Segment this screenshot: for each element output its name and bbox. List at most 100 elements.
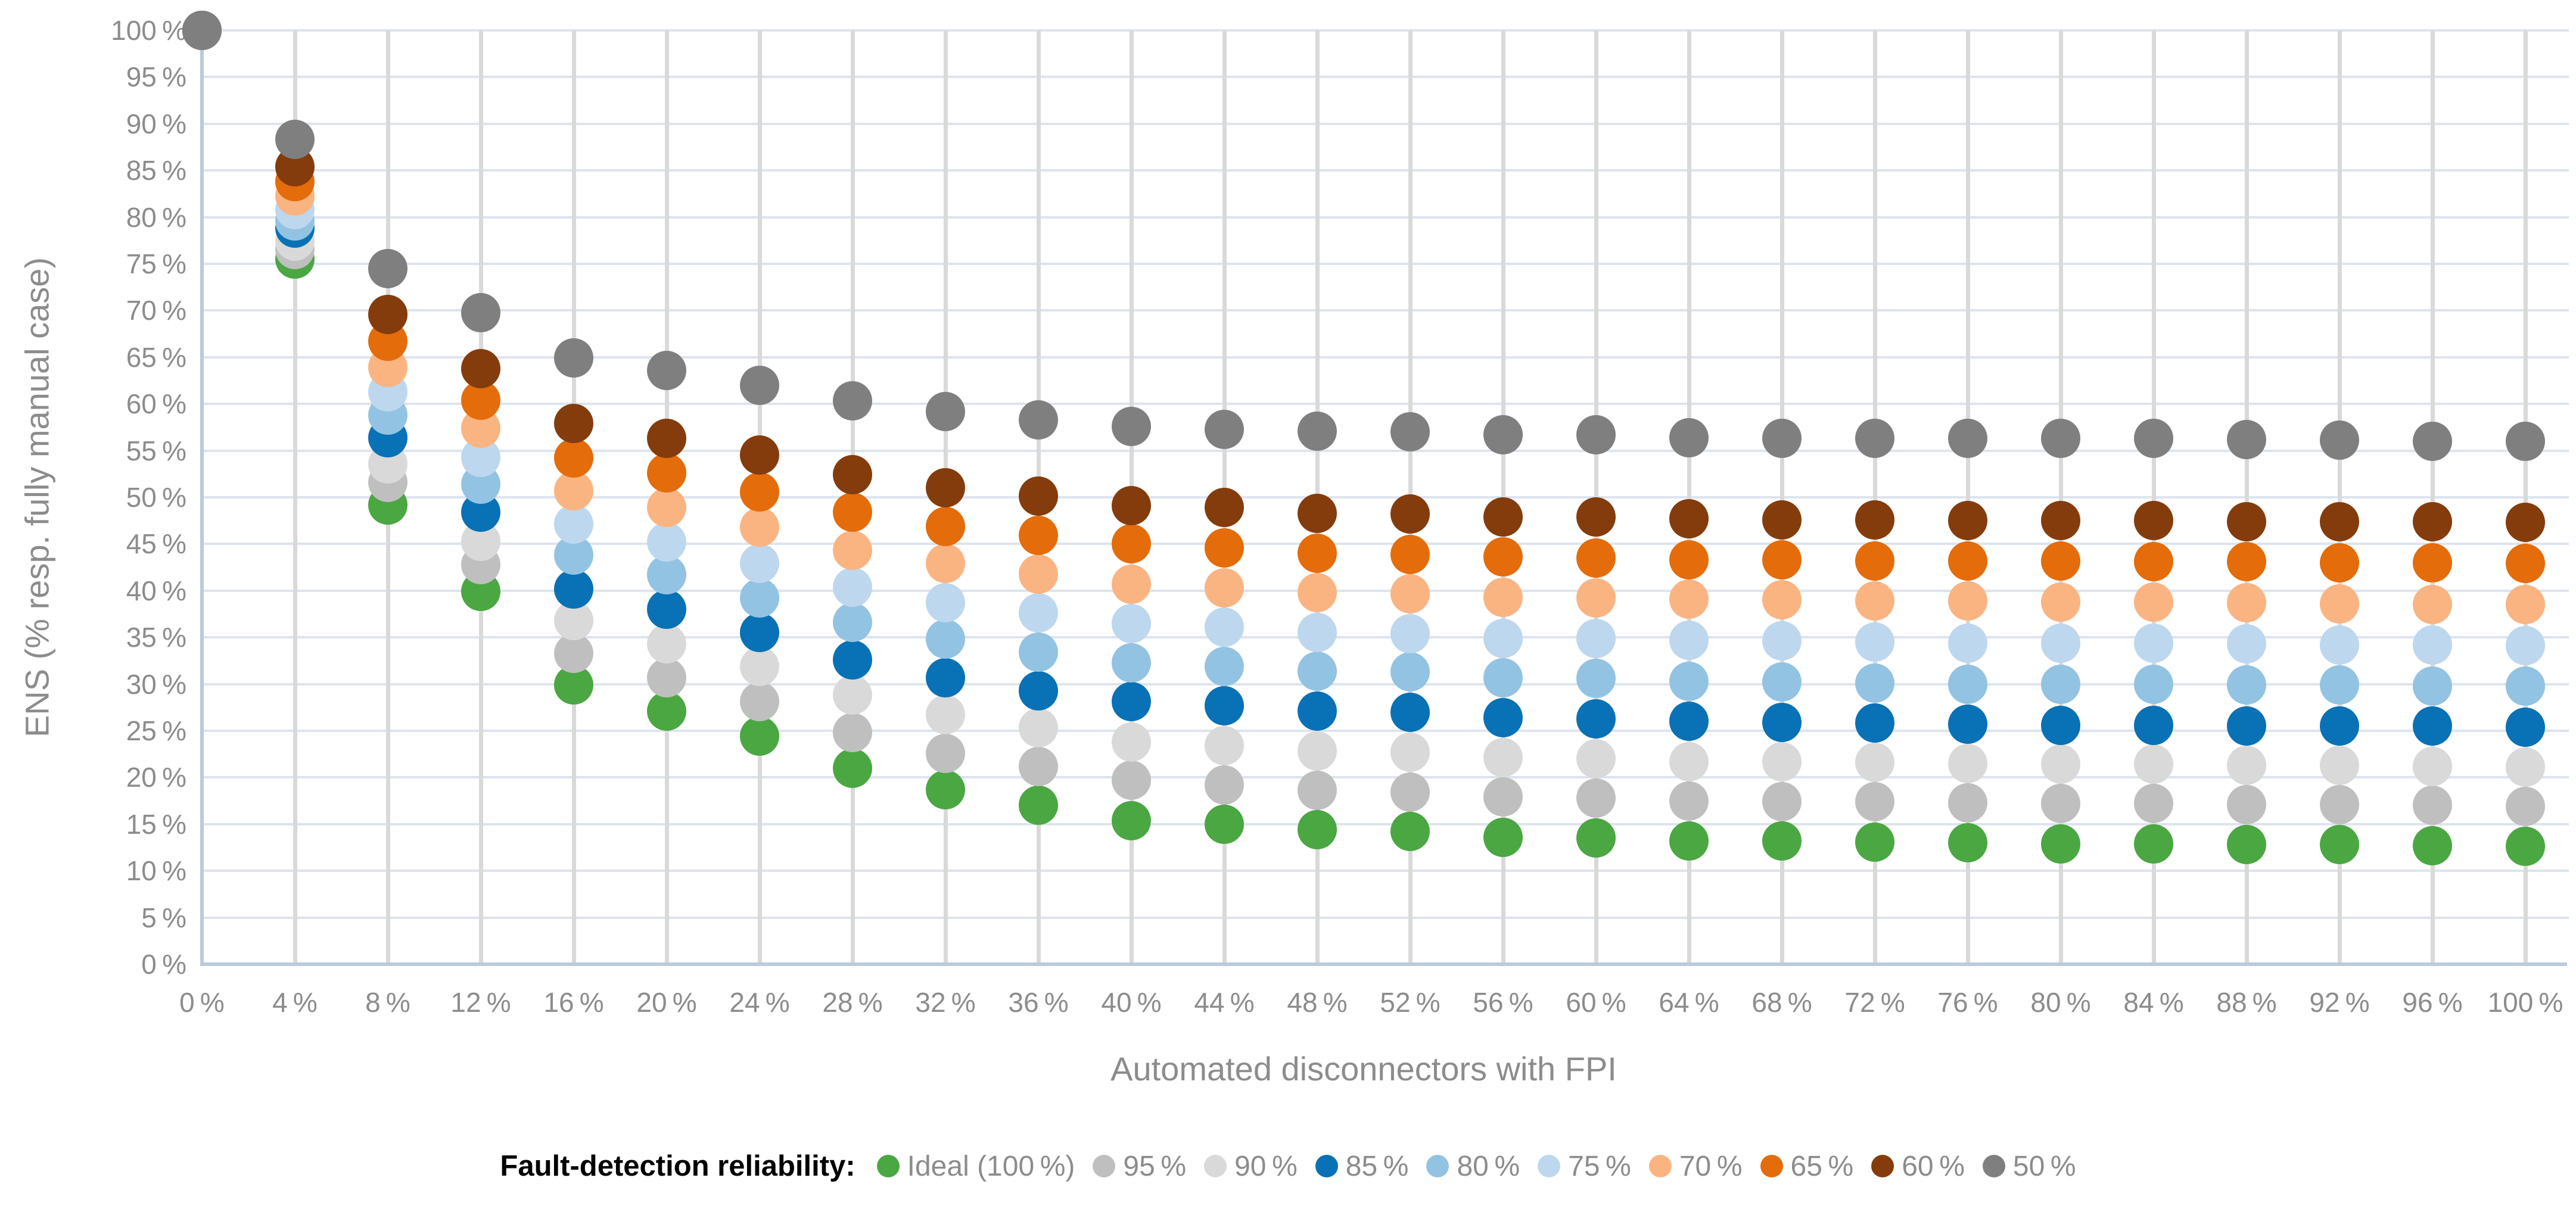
data-point (2041, 541, 2080, 581)
data-point (1390, 494, 1430, 534)
data-point (2506, 503, 2545, 543)
data-point (1205, 804, 1244, 844)
data-point (1576, 578, 1616, 618)
legend-item-label: 60 % (1902, 1150, 1965, 1182)
data-point (2506, 626, 2545, 666)
data-point (1762, 500, 1802, 540)
x-axis-tick-label: 76 % (1937, 987, 1998, 1018)
legend-marker-icon (1315, 1155, 1338, 1177)
data-point (1019, 593, 1058, 633)
y-axis-line (200, 30, 204, 966)
data-point (833, 381, 872, 421)
h-gridline (202, 870, 2569, 873)
data-point (740, 682, 779, 722)
y-axis-tick-label: 5 % (141, 902, 186, 933)
y-axis-tick-label: 40 % (126, 575, 186, 606)
y-axis-tick-label: 10 % (126, 855, 186, 887)
h-gridline (202, 403, 2569, 406)
y-axis-tick-label: 0 % (141, 949, 186, 980)
data-point (647, 658, 686, 697)
data-point (1669, 620, 1709, 660)
data-point (1019, 671, 1058, 711)
h-gridline (202, 449, 2569, 452)
h-gridline (202, 263, 2569, 265)
data-point (1112, 564, 1151, 604)
data-point (2506, 421, 2545, 461)
data-point (926, 391, 965, 431)
data-point (2506, 707, 2545, 747)
data-point (1576, 618, 1616, 658)
data-point (833, 455, 872, 495)
v-gridline (2430, 30, 2435, 964)
data-point (647, 691, 686, 731)
data-point (1669, 702, 1709, 741)
data-point (554, 569, 593, 609)
data-point (2041, 705, 2080, 745)
data-point (2320, 501, 2359, 541)
x-axis-tick-label: 84 % (2123, 987, 2184, 1018)
x-axis-tick-label: 20 % (636, 987, 697, 1018)
v-gridline (1872, 30, 1877, 964)
data-point (1948, 501, 1987, 541)
data-point (1483, 738, 1523, 778)
data-point (1390, 812, 1430, 852)
data-point (2506, 544, 2545, 584)
data-point (926, 544, 965, 584)
x-axis-tick-label: 72 % (1844, 987, 1905, 1018)
data-point (2413, 786, 2452, 825)
data-point (926, 506, 965, 546)
data-point (1855, 622, 1894, 662)
data-point (1855, 703, 1894, 743)
data-point (1948, 823, 1987, 863)
x-axis-tick-label: 8 % (365, 987, 410, 1018)
data-point (1390, 412, 1430, 452)
data-point (1576, 778, 1616, 818)
data-point (2413, 421, 2452, 461)
data-point (740, 578, 779, 618)
data-point (1669, 579, 1709, 619)
data-point (2041, 582, 2080, 622)
data-point (1576, 818, 1616, 858)
data-point (1762, 741, 1802, 781)
data-point (740, 435, 779, 475)
data-point (1762, 540, 1802, 580)
data-point (1762, 621, 1802, 661)
data-point (647, 453, 686, 493)
data-point (926, 658, 965, 697)
data-point (833, 713, 872, 753)
data-point (1483, 618, 1523, 658)
h-gridline (202, 76, 2569, 79)
data-point (2134, 501, 2173, 541)
legend-item: 95 % (1093, 1150, 1186, 1183)
data-point (1948, 541, 1987, 581)
y-axis-tick-label: 15 % (126, 808, 186, 840)
data-point (1483, 537, 1523, 577)
h-gridline (202, 356, 2569, 359)
data-point (833, 675, 872, 715)
data-point (647, 522, 686, 562)
data-point (1390, 652, 1430, 692)
data-point (2134, 623, 2173, 663)
v-gridline (1965, 30, 1970, 964)
h-gridline (202, 730, 2569, 732)
data-point (1855, 581, 1894, 621)
data-point (461, 348, 500, 388)
data-point (2320, 543, 2359, 582)
data-point (2134, 582, 2173, 622)
data-point (2134, 664, 2173, 704)
legend-marker-icon (1093, 1155, 1116, 1177)
data-point (926, 733, 965, 773)
h-gridline (202, 496, 2569, 498)
data-point (2134, 419, 2173, 459)
data-point (1669, 499, 1709, 539)
data-point (1298, 534, 1337, 574)
data-point (1483, 415, 1523, 454)
x-axis-tick-label: 56 % (1473, 987, 1533, 1018)
data-point (1019, 516, 1058, 556)
data-point (647, 350, 686, 390)
legend-item-label: Ideal (100 %) (907, 1150, 1075, 1182)
x-axis-tick-label: 48 % (1287, 987, 1348, 1018)
data-point (2506, 585, 2545, 625)
legend-item: 80 % (1426, 1150, 1520, 1183)
data-point (1205, 726, 1244, 766)
